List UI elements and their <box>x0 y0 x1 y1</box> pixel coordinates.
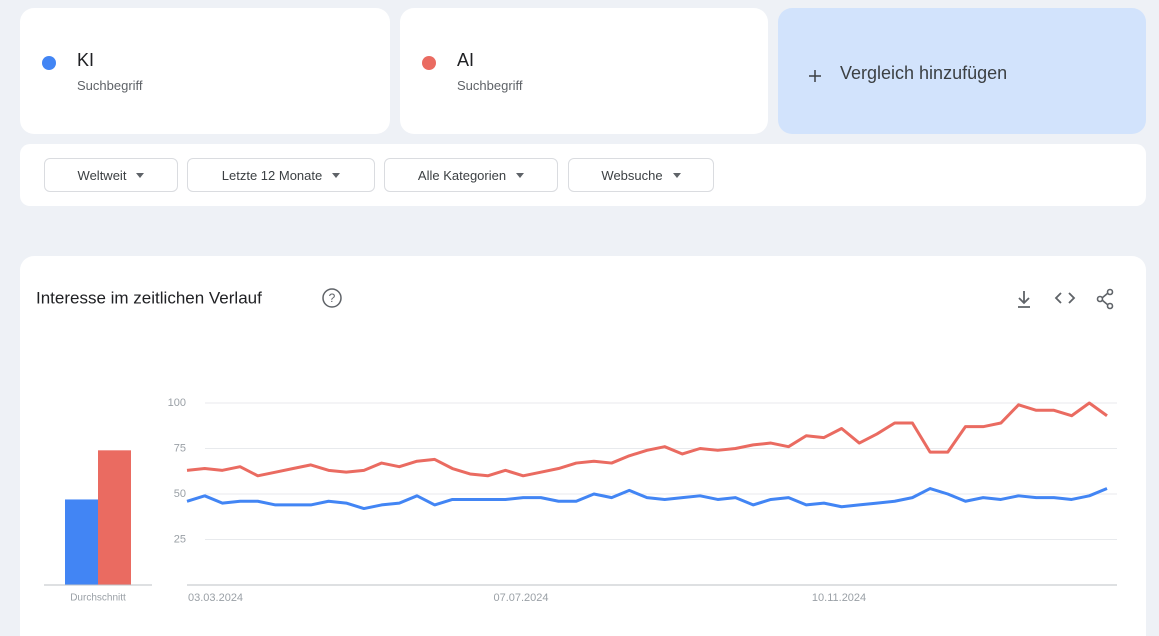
add-compare[interactable]: Vergleich hinzufügen <box>778 8 1146 134</box>
embed-icon[interactable] <box>1054 292 1076 304</box>
filter-label: Alle Kategorien <box>417 167 507 183</box>
download-icon[interactable] <box>1018 291 1030 308</box>
filter-label: Weltweit <box>77 167 127 183</box>
dropdown-arrow <box>516 172 525 178</box>
term-dot <box>42 56 56 70</box>
filter-button[interactable]: Alle Kategorien <box>384 158 558 192</box>
series-line <box>186 487 1108 511</box>
term-type: Suchbegriff <box>457 78 523 93</box>
filter-label: Websuche <box>601 167 663 183</box>
plus-icon <box>809 70 821 82</box>
x-tick-label: 03.03.2024 <box>188 592 243 604</box>
filter-label: Letzte 12 Monate <box>221 167 323 183</box>
average-bar <box>98 450 131 585</box>
series-line <box>186 401 1108 478</box>
term-name: AI <box>457 50 475 70</box>
x-tick-label: 07.07.2024 <box>493 592 548 604</box>
term-card[interactable]: KI Suchbegriff <box>20 8 390 134</box>
average-bar <box>65 499 98 585</box>
chart-title: Interesse im zeitlichen Verlauf <box>36 288 262 307</box>
dropdown-arrow <box>672 172 681 178</box>
chart: Interesse im zeitlichen Verlauf ? 25 50 75… <box>36 288 1117 604</box>
page: KI Suchbegriff AI Suchbegriff Vergleich … <box>20 8 1146 636</box>
filter-bar: Weltweit Letzte 12 Monate Alle Kategorie… <box>20 144 1146 206</box>
share-icon[interactable] <box>1096 288 1114 310</box>
filter-button[interactable]: Weltweit <box>44 158 178 192</box>
x-tick-label: 10.11.2024 <box>812 592 866 604</box>
term-card[interactable]: AI Suchbegriff <box>400 8 768 134</box>
chart-card <box>20 256 1146 636</box>
y-tick-label: 25 <box>174 533 186 545</box>
y-tick-label: 75 <box>174 442 186 454</box>
y-tick-label: 50 <box>174 488 186 500</box>
term-name: KI <box>77 50 95 70</box>
dropdown-arrow <box>136 172 145 178</box>
dropdown-arrow <box>332 172 341 178</box>
filter-button[interactable]: Websuche <box>568 158 714 192</box>
add-compare-label: Vergleich hinzufügen <box>840 63 1008 83</box>
term-dot <box>422 56 436 70</box>
average-label: Durchschnitt <box>70 593 126 604</box>
filter-button[interactable]: Letzte 12 Monate <box>187 158 375 192</box>
help-icon[interactable]: ? <box>322 288 342 308</box>
y-tick-label: 100 <box>168 397 186 409</box>
term-type: Suchbegriff <box>77 78 143 93</box>
svg-text:?: ? <box>329 291 336 305</box>
